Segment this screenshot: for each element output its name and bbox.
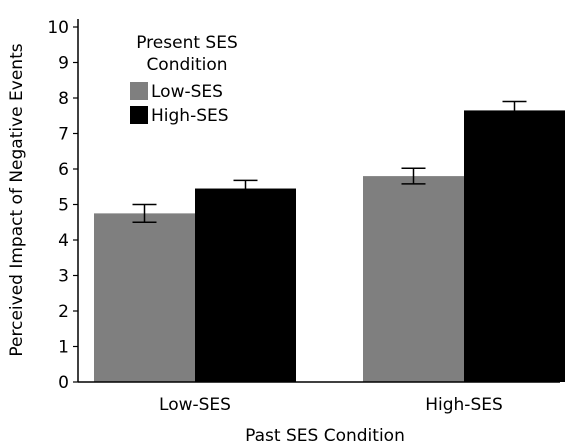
y-axis-ticks: 0 1 2 3 4 5 6 7 8 9 10 — [47, 18, 78, 393]
bar-low-ses-high-ses — [195, 188, 296, 382]
y-tick-label: 10 — [47, 18, 69, 38]
bar-high-ses-high-ses — [464, 110, 565, 383]
x-category-label: High-SES — [425, 395, 503, 415]
x-axis-category-labels: Low-SES High-SES — [159, 395, 503, 415]
x-axis-title: Past SES Condition — [245, 426, 405, 446]
legend-swatch-low-ses — [130, 82, 148, 100]
x-category-label: Low-SES — [159, 395, 231, 415]
y-tick-label: 4 — [58, 231, 69, 251]
y-tick-label: 8 — [58, 89, 69, 109]
legend-label-high-ses: High-SES — [151, 106, 229, 126]
y-tick-label: 3 — [58, 267, 69, 287]
legend-label-low-ses: Low-SES — [151, 82, 223, 102]
error-bars — [132, 100, 527, 223]
error-bar — [502, 100, 527, 121]
legend-title-line2: Condition — [146, 55, 227, 75]
error-bar — [233, 179, 258, 198]
y-axis-title: Perceived Impact of Negative Events — [7, 43, 27, 356]
bar-low-ses-low-ses — [94, 213, 195, 382]
bar-high-ses-low-ses — [363, 176, 464, 382]
legend-swatch-high-ses — [130, 106, 148, 124]
y-tick-label: 1 — [58, 338, 69, 358]
legend: Present SES Condition Low-SES High-SES — [130, 33, 238, 126]
legend-title-line1: Present SES — [136, 33, 238, 53]
error-bar — [401, 167, 426, 185]
y-tick-label: 6 — [58, 160, 69, 180]
error-bar — [132, 203, 157, 223]
bars — [94, 110, 565, 383]
y-tick-label: 2 — [58, 302, 69, 322]
y-tick-label: 5 — [58, 196, 69, 216]
y-tick-label: 9 — [58, 54, 69, 74]
y-tick-label: 0 — [58, 373, 69, 393]
y-tick-label: 7 — [58, 125, 69, 145]
